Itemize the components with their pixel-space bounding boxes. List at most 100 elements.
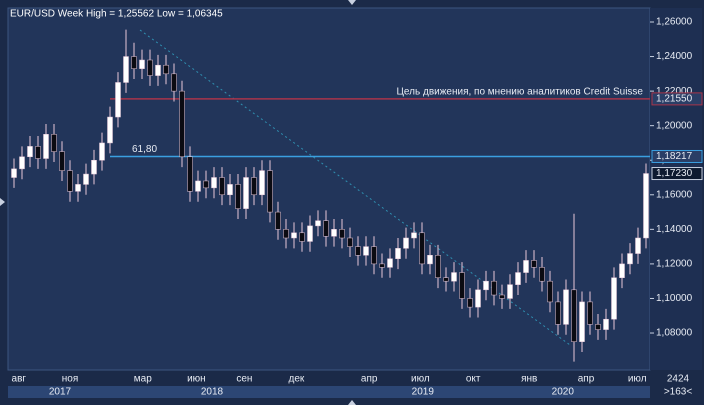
candle-body	[507, 284, 513, 299]
x-tick-label: июн	[187, 374, 206, 385]
candle-body	[539, 267, 545, 282]
candle-body	[59, 151, 65, 171]
candle-body	[411, 232, 417, 239]
x-tick-label: апр	[361, 374, 378, 385]
candle-body	[363, 246, 369, 256]
candle-body	[187, 156, 193, 192]
candle-body	[443, 277, 449, 282]
candle-body	[19, 156, 25, 170]
candle-body	[435, 255, 441, 278]
candle-body	[339, 229, 345, 239]
corner-label: >163<	[664, 387, 693, 398]
candle-body	[371, 246, 377, 265]
candle-body	[235, 184, 241, 209]
year-label: 2019	[412, 387, 435, 398]
candle-body	[67, 170, 73, 192]
candle-body	[155, 64, 161, 76]
candle-body	[227, 184, 233, 196]
candle-body	[643, 173, 649, 239]
candle-body	[195, 180, 201, 192]
candle-body	[323, 220, 329, 237]
candle-body	[179, 90, 185, 158]
candle-body	[611, 277, 617, 320]
year-label: 2018	[201, 387, 224, 398]
candle-body	[459, 272, 465, 299]
y-tick-label: 1,08000	[656, 328, 693, 339]
year-label: 2017	[49, 387, 72, 398]
candle-body	[291, 232, 297, 239]
y-tick-label: 1,12000	[656, 259, 693, 270]
candle-body	[131, 56, 137, 69]
candle-body	[267, 170, 273, 213]
candle-body	[27, 146, 33, 158]
candle-body	[603, 318, 609, 330]
price-axis	[650, 8, 702, 370]
price-tag-label: 1,18217	[656, 151, 693, 162]
candle-body	[299, 232, 305, 242]
candle-body	[619, 263, 625, 278]
candle-body	[419, 232, 425, 265]
candle-body	[491, 280, 497, 296]
candle-body	[11, 168, 17, 178]
marker	[348, 400, 356, 405]
candle-body	[427, 255, 433, 265]
candle-body	[331, 229, 337, 237]
marker	[0, 198, 5, 206]
y-tick-label: 1,20000	[656, 120, 693, 131]
candle-body	[531, 260, 537, 268]
chart-title: EUR/USD Week High = 1,25562 Low = 1,0634…	[10, 9, 223, 20]
candle-body	[395, 248, 401, 259]
level-name: 61,80	[132, 144, 157, 155]
candle-body	[635, 237, 641, 254]
candle-body	[627, 253, 633, 265]
y-tick-label: 1,24000	[656, 51, 693, 62]
price-tag	[651, 92, 703, 106]
candle-body	[579, 301, 585, 342]
candle-body	[307, 225, 313, 242]
annotation: Цель движения, по мнению аналитиков Cred…	[397, 87, 644, 98]
price-tag	[651, 149, 703, 163]
candle-body	[251, 177, 257, 196]
candle-body	[83, 173, 89, 185]
x-tick-label: янв	[521, 374, 537, 385]
candle-body	[379, 263, 385, 268]
year-bar	[8, 386, 650, 398]
candle-body	[595, 324, 601, 330]
trend-line	[139, 29, 571, 346]
y-tick-label: 1,16000	[656, 189, 693, 200]
candle-body	[499, 294, 505, 299]
y-tick-label: 1,10000	[656, 293, 693, 304]
candle-body	[107, 116, 113, 144]
x-tick-label: июл	[628, 374, 647, 385]
candle-body	[259, 170, 265, 196]
candle-body	[547, 280, 553, 303]
candle-body	[147, 59, 153, 76]
candle-body	[43, 134, 49, 159]
x-tick-label: сен	[236, 374, 252, 385]
price-tag	[651, 167, 703, 181]
plot-area	[7, 7, 651, 371]
candle-body	[475, 289, 481, 308]
candle-body	[387, 258, 393, 268]
candle-body	[571, 289, 577, 342]
candle-body	[51, 134, 57, 152]
candle-body	[163, 64, 169, 75]
x-tick-label: июл	[411, 374, 430, 385]
y-tick-label: 1,14000	[656, 224, 693, 235]
price-tag-label: 1,17230	[656, 168, 693, 179]
candle-body	[347, 237, 353, 247]
candle-body	[35, 146, 41, 159]
x-tick-label: мар	[134, 374, 152, 385]
candle-body	[115, 82, 121, 118]
candle-body	[587, 301, 593, 325]
candle-body	[515, 272, 521, 285]
candle-body	[139, 59, 145, 69]
candle-body	[91, 159, 97, 175]
candle-body	[555, 301, 561, 325]
candle-body	[99, 142, 105, 161]
corner-label: 2424	[667, 374, 690, 385]
candle-body	[563, 289, 569, 325]
candle-body	[203, 180, 209, 189]
y-tick-label: 1,22000	[656, 86, 693, 97]
x-tick-label: авг	[12, 374, 27, 385]
